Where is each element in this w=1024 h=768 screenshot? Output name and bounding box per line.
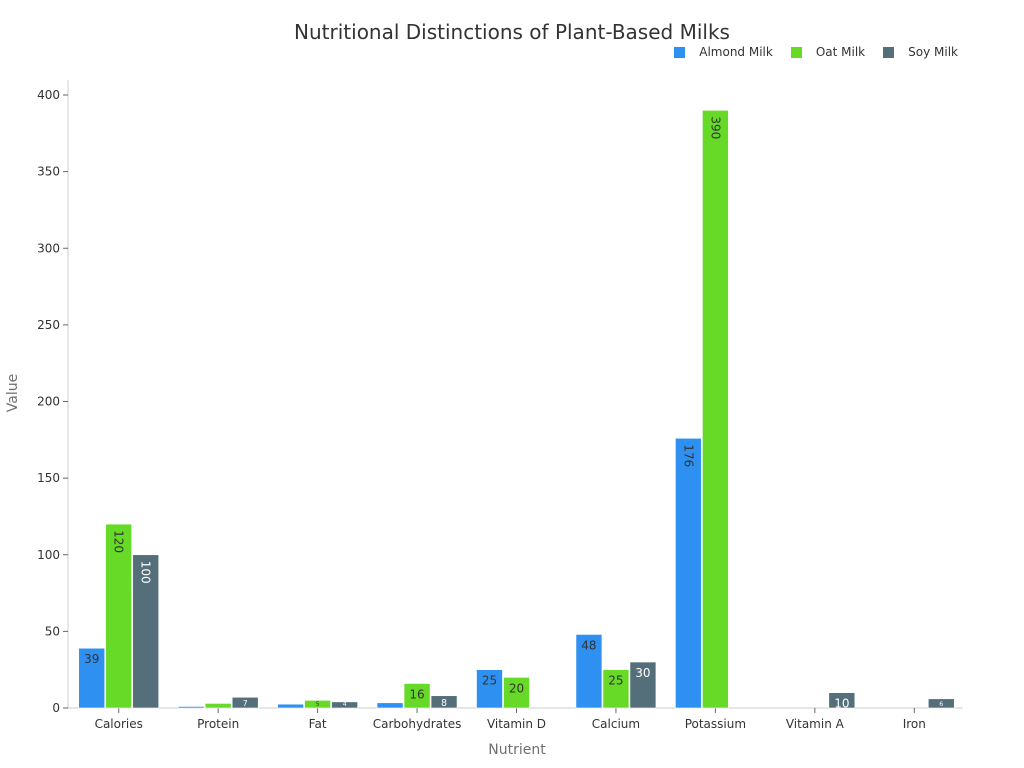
legend-label: Soy Milk — [908, 45, 958, 59]
x-tick-label: Calcium — [592, 717, 640, 731]
bar-value-label: 100 — [139, 561, 153, 584]
bar-value-label: 176 — [681, 444, 695, 467]
bar[interactable] — [78, 647, 106, 709]
y-tick-label: 300 — [37, 241, 60, 255]
y-tick-label: 50 — [45, 624, 60, 638]
chart-title: Nutritional Distinctions of Plant-Based … — [294, 20, 730, 44]
x-tick-label: Iron — [903, 717, 926, 731]
x-tick-label: Vitamin D — [487, 717, 546, 731]
bar[interactable] — [105, 523, 133, 709]
y-tick-label: 400 — [37, 88, 60, 102]
y-tick-label: 250 — [37, 318, 60, 332]
bar-value-label: 7 — [243, 699, 248, 708]
bar[interactable] — [177, 706, 205, 709]
bar[interactable] — [629, 661, 657, 709]
bar[interactable] — [304, 700, 331, 709]
y-tick-label: 200 — [37, 395, 60, 409]
bar-value-label: 10 — [834, 697, 849, 711]
bar[interactable] — [277, 703, 304, 709]
bar-value-label: 6 — [939, 701, 943, 708]
x-tick-label: Fat — [309, 717, 327, 731]
legend: Almond Milk Oat Milk Soy Milk — [674, 45, 958, 59]
bar[interactable] — [204, 703, 232, 709]
bar[interactable] — [927, 698, 955, 709]
y-tick-label: 100 — [37, 548, 60, 562]
x-tick-label: Carbohydrates — [373, 717, 462, 731]
bar-value-label: 20 — [509, 681, 524, 695]
legend-swatch-soy — [883, 46, 895, 58]
bar[interactable] — [503, 677, 530, 709]
bar-value-label: 25 — [608, 674, 623, 688]
bar-value-label: 120 — [112, 530, 126, 553]
bar[interactable] — [702, 110, 729, 709]
y-tick-label: 0 — [52, 701, 60, 715]
bar[interactable] — [575, 634, 603, 709]
x-tick-label: Protein — [197, 717, 239, 731]
bar[interactable] — [231, 696, 259, 709]
bar[interactable] — [331, 701, 358, 709]
bar[interactable] — [403, 683, 431, 709]
x-tick-label: Vitamin A — [786, 717, 845, 731]
legend-label: Oat Milk — [815, 45, 866, 59]
bar[interactable] — [376, 702, 404, 709]
bar-value-label: 5 — [316, 701, 320, 708]
bar-value-label: 25 — [482, 674, 497, 688]
bar-value-label: 390 — [708, 116, 722, 139]
bar[interactable] — [828, 692, 856, 709]
legend-swatch-almond — [674, 46, 686, 58]
x-tick-label: Potassium — [685, 717, 746, 731]
bar[interactable] — [675, 437, 702, 709]
x-axis-title: Nutrient — [488, 742, 546, 758]
bar[interactable] — [476, 669, 503, 709]
x-tick-label: Calories — [95, 717, 143, 731]
bar[interactable] — [430, 695, 458, 709]
legend-item-almond[interactable]: Almond Milk — [674, 45, 773, 59]
legend-label: Almond Milk — [699, 45, 773, 59]
bar-value-label: 8 — [441, 698, 447, 709]
legend-item-soy[interactable]: Soy Milk — [883, 45, 958, 59]
y-tick-label: 350 — [37, 165, 60, 179]
bar-value-label: 4 — [343, 701, 347, 708]
bar-value-label: 30 — [635, 666, 650, 680]
legend-swatch-oat — [790, 46, 802, 58]
y-tick-label: 150 — [37, 471, 60, 485]
bar[interactable] — [132, 554, 160, 709]
legend-item-oat[interactable]: Oat Milk — [790, 45, 866, 59]
bar-value-label: 16 — [409, 687, 424, 701]
bar[interactable] — [602, 669, 630, 709]
bar-value-label: 48 — [581, 638, 596, 652]
bar-value-label: 39 — [84, 652, 99, 666]
